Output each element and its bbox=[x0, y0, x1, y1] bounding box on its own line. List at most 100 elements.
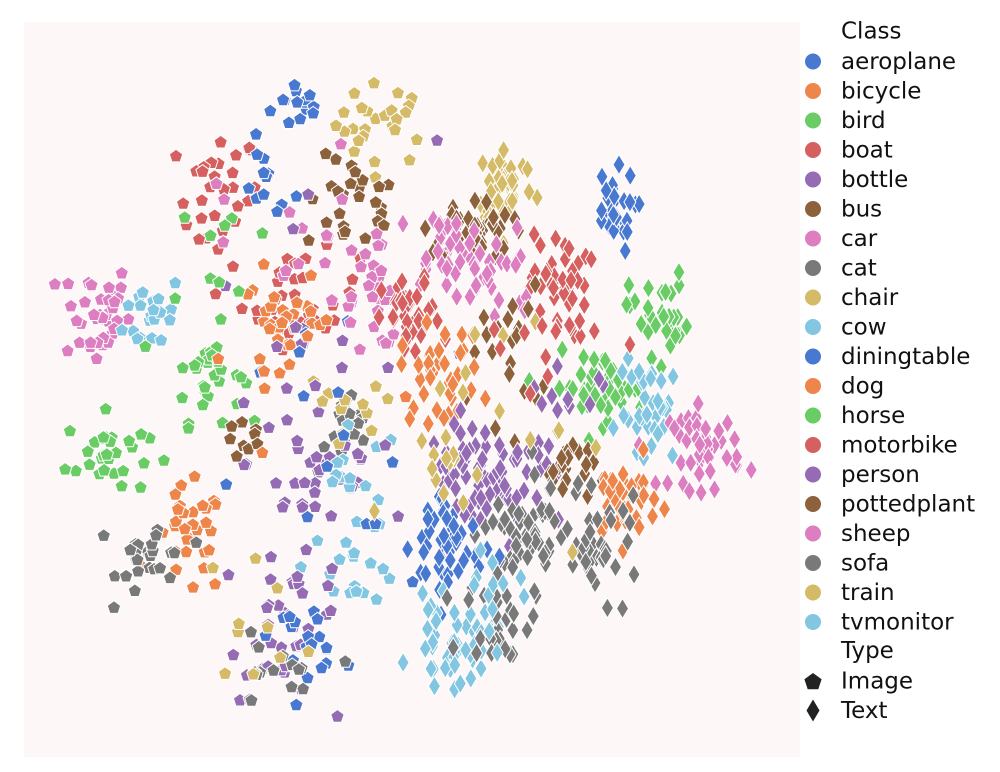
text-point-boat bbox=[539, 262, 553, 285]
image-point-bottle bbox=[263, 549, 279, 564]
legend-marker-pottedplant bbox=[805, 496, 821, 512]
image-point-bicycle bbox=[256, 363, 272, 378]
text-point-cow bbox=[482, 620, 496, 643]
text-point-tvmonitor bbox=[651, 422, 665, 445]
text-point-car bbox=[510, 216, 524, 239]
image-point-bird bbox=[203, 228, 218, 242]
image-point-car bbox=[378, 335, 394, 350]
text-point-horse bbox=[574, 363, 588, 386]
text-point-sofa bbox=[626, 484, 640, 507]
text-point-boat bbox=[577, 293, 591, 316]
text-point-chair bbox=[456, 492, 470, 515]
image-point-chair bbox=[351, 133, 366, 147]
image-point-bird bbox=[96, 429, 111, 444]
image-point-aeroplane bbox=[249, 147, 265, 161]
text-point-train bbox=[492, 400, 507, 423]
image-point-bottle bbox=[323, 603, 339, 617]
image-point-bicycle bbox=[211, 351, 226, 366]
text-point-tvmonitor bbox=[666, 365, 680, 388]
legend-marker-cow bbox=[805, 319, 821, 335]
text-point-car bbox=[480, 262, 494, 285]
text-point-horse bbox=[622, 274, 636, 297]
text-point-tvmonitor bbox=[632, 360, 646, 383]
image-point-sofa bbox=[96, 528, 111, 542]
image-point-bird bbox=[156, 452, 172, 467]
image-point-chair bbox=[260, 619, 275, 634]
text-point-car bbox=[449, 223, 463, 246]
image-point-bicycle bbox=[266, 289, 282, 304]
image-point-aeroplane bbox=[263, 103, 278, 118]
text-point-car bbox=[431, 240, 445, 263]
legend-marker-chair bbox=[805, 289, 821, 306]
text-point-car bbox=[440, 257, 454, 280]
image-point-dog bbox=[174, 477, 189, 492]
image-point-aeroplane bbox=[314, 660, 329, 675]
legend-label-diningtable: diningtable bbox=[841, 344, 970, 370]
text-point-diningtable bbox=[437, 524, 451, 547]
text-point-motorbike bbox=[549, 320, 563, 343]
text-point-tvmonitor bbox=[416, 582, 430, 605]
image-point-cow bbox=[133, 298, 148, 312]
legend-marker-bird bbox=[805, 112, 821, 129]
image-point-car bbox=[47, 276, 63, 291]
image-point-dog bbox=[170, 501, 186, 516]
text-point-aeroplane bbox=[620, 220, 634, 243]
image-point-chair bbox=[347, 85, 362, 100]
text-point-train bbox=[589, 436, 603, 459]
text-point-sheep bbox=[720, 446, 734, 469]
text-point-sofa bbox=[584, 564, 598, 587]
text-point-dog bbox=[637, 484, 651, 507]
legend-marker-boat bbox=[805, 142, 821, 158]
image-point-bottle bbox=[307, 485, 323, 499]
image-point-aeroplane bbox=[368, 516, 383, 531]
image-point-bird bbox=[213, 311, 229, 326]
image-point-cow bbox=[310, 533, 325, 547]
text-point-bus bbox=[521, 297, 535, 320]
text-point-car bbox=[449, 212, 464, 235]
text-point-chair bbox=[505, 190, 519, 213]
image-point-cow bbox=[375, 561, 391, 576]
text-point-cat bbox=[520, 528, 534, 551]
text-point-bus bbox=[506, 295, 520, 318]
image-point-bird bbox=[233, 369, 249, 384]
image-point-chair bbox=[368, 378, 384, 393]
text-point-tvmonitor bbox=[617, 404, 631, 427]
legend-marker-motorbike bbox=[805, 437, 821, 453]
image-point-bird bbox=[96, 462, 112, 477]
text-point-motorbike bbox=[587, 320, 601, 343]
text-point-tvmonitor bbox=[420, 617, 435, 640]
image-point-bus bbox=[234, 414, 250, 429]
image-point-bus bbox=[351, 189, 367, 203]
image-point-cow bbox=[168, 275, 183, 290]
text-point-bottle bbox=[454, 399, 468, 422]
text-point-boat bbox=[527, 223, 541, 246]
image-point-car bbox=[343, 314, 358, 329]
image-point-bottle bbox=[261, 420, 277, 434]
text-point-person bbox=[550, 355, 564, 378]
image-point-dog bbox=[319, 312, 334, 327]
text-point-dog bbox=[645, 505, 660, 528]
text-point-sofa bbox=[498, 508, 512, 531]
image-point-bus bbox=[371, 179, 387, 194]
text-point-tvmonitor bbox=[427, 675, 442, 698]
image-point-bird bbox=[116, 463, 131, 478]
legend-label-bus: bus bbox=[841, 197, 882, 223]
image-point-bottle bbox=[285, 221, 301, 236]
image-point-bicycle bbox=[252, 351, 268, 366]
image-point-dog bbox=[282, 356, 297, 371]
image-point-chair bbox=[364, 423, 379, 437]
text-point-person bbox=[535, 392, 549, 415]
image-point-car bbox=[216, 192, 232, 206]
text-point-train bbox=[439, 447, 454, 470]
text-point-sofa bbox=[604, 509, 618, 532]
image-point-sofa bbox=[338, 653, 353, 668]
text-point-tvmonitor bbox=[418, 637, 432, 660]
image-point-bottle bbox=[259, 600, 275, 614]
text-point-cat bbox=[440, 586, 454, 609]
text-point-train bbox=[552, 419, 566, 442]
text-point-car bbox=[509, 253, 523, 276]
image-point-bottle bbox=[390, 508, 406, 523]
image-point-dog bbox=[168, 486, 183, 501]
text-point-sofa bbox=[608, 556, 623, 578]
image-point-dog bbox=[179, 544, 194, 559]
